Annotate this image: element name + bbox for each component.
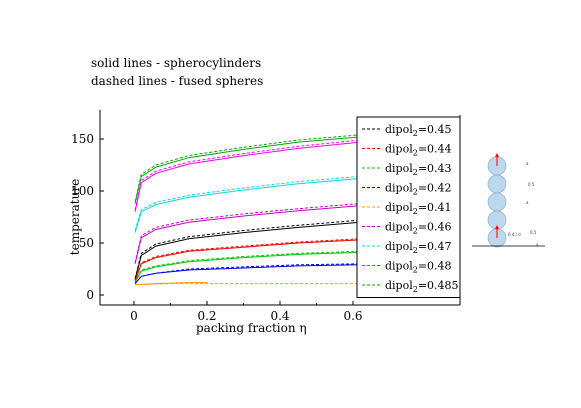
series-layer	[134, 134, 361, 286]
inset-label-5: a	[536, 242, 539, 247]
series-line-dashed-5	[134, 203, 361, 263]
y-tick-label: 0	[86, 288, 94, 302]
series-line-dashed-4	[135, 283, 361, 286]
series-line-dashed-2	[134, 250, 361, 283]
series-line-dashed-8	[134, 134, 361, 202]
inset-label-1: 0.5	[528, 182, 535, 187]
series-line-solid-8	[134, 136, 361, 204]
legend-label-6: dipol2=0.47	[385, 240, 452, 255]
inset-label-4: 0.4 / σ	[508, 232, 521, 237]
annotation-solid-lines: solid lines - spherocylinders	[91, 56, 262, 70]
inset-label-3: 0.5	[530, 230, 537, 235]
series-line-solid-6	[134, 178, 361, 233]
inset-label-2: a	[526, 200, 529, 205]
annotation-dashed-lines: dashed lines - fused spheres	[91, 74, 264, 88]
series-line-solid-3	[134, 264, 361, 284]
dipole-arrowhead-0	[495, 153, 499, 157]
x-tick-label: 0.6	[343, 309, 362, 323]
y-tick-label: 150	[71, 132, 94, 146]
legend-label-8: dipol2=0.485	[385, 279, 459, 294]
series-line-dashed-7	[134, 139, 361, 210]
legend-label-0: dipol2=0.45	[385, 123, 452, 138]
x-tick-label: 0	[130, 309, 138, 323]
series-line-dashed-3	[134, 263, 361, 284]
series-line-dashed-1	[134, 238, 361, 281]
dipole-arrowhead-1	[495, 225, 499, 229]
legend-label-3: dipol2=0.42	[385, 182, 452, 197]
y-axis-title: temperature	[68, 178, 83, 256]
sphere-2	[487, 192, 507, 212]
x-axis-title: packing fraction η	[196, 321, 307, 335]
legend: dipol2=0.45 dipol2=0.44 dipol2=0.43 dipol2=…	[356, 116, 461, 298]
series-line-solid-0	[134, 221, 361, 280]
x-tick-label: 0.2	[197, 309, 216, 323]
sphere-1	[487, 174, 507, 194]
legend-label-5: dipol2=0.46	[385, 221, 452, 236]
series-line-dashed-6	[134, 175, 361, 231]
x-tick-label: 0.4	[270, 309, 289, 323]
inset-label-0: a	[526, 161, 529, 166]
series-line-dashed-0	[134, 219, 361, 279]
legend-label-7: dipol2=0.48	[385, 260, 452, 275]
legend-label-1: dipol2=0.44	[385, 143, 452, 158]
legend-label-4: dipol2=0.41	[385, 201, 452, 216]
y-tick-label: 50	[79, 236, 94, 250]
molecule-inset: a 0.5 a 0.5 0.4 / σ a	[472, 153, 545, 248]
legend-label-2: dipol2=0.43	[385, 162, 452, 177]
y-tick-label: 100	[71, 184, 94, 198]
